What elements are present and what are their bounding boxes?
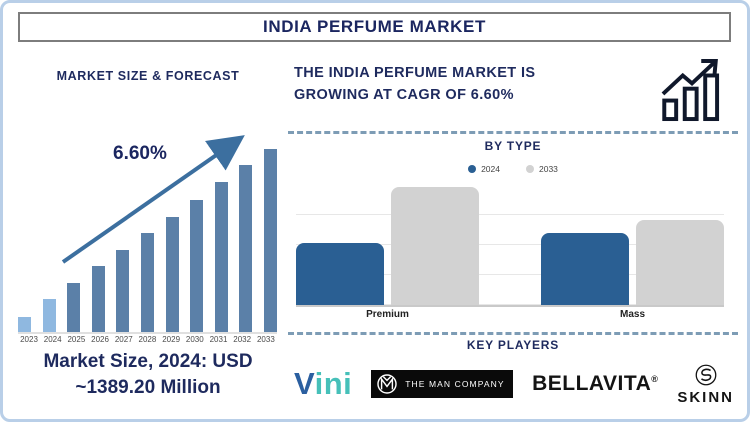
bytype-bar-mass-2024 xyxy=(541,233,629,305)
legend-item-2024: 2024 xyxy=(468,164,500,174)
forecast-column-2028 xyxy=(140,149,154,332)
legend-dot-2024 xyxy=(468,165,477,173)
forecast-heading: MARKET SIZE & FORECAST xyxy=(56,69,240,83)
forecast-column-2025 xyxy=(67,149,81,332)
forecast-column-2030 xyxy=(190,149,204,332)
forecast-bar-2030 xyxy=(190,200,204,332)
forecast-year-label-2027: 2027 xyxy=(114,335,133,344)
forecast-column-2029 xyxy=(165,149,179,332)
bytype-bar-mass-2033 xyxy=(636,219,724,305)
bytype-bar-premium-2033 xyxy=(391,187,479,305)
market-size-forecast-panel: MARKET SIZE & FORECAST 2023 2024 2025 2026 2… xyxy=(15,45,281,414)
forecast-bar-2032 xyxy=(239,165,253,332)
forecast-year-label-2029: 2029 xyxy=(162,335,181,344)
forecast-year-label-2024: 2024 xyxy=(43,335,62,344)
man-company-monogram-icon xyxy=(377,374,397,394)
forecast-year-label-2026: 2026 xyxy=(91,335,109,344)
forecast-chart xyxy=(18,149,277,334)
forecast-column-2032 xyxy=(239,149,253,332)
forecast-column-2023 xyxy=(18,149,31,332)
vini-logo: Vini xyxy=(294,366,353,401)
forecast-year-label-2030: 2030 xyxy=(185,335,204,344)
key-players-heading: KEY PLAYERS xyxy=(466,338,560,352)
right-panel: THE INDIA PERFUME MARKET IS GROWING AT C… xyxy=(288,45,738,414)
bytype-plot xyxy=(296,185,724,307)
forecast-column-2024 xyxy=(42,149,56,332)
forecast-bar-2028 xyxy=(140,233,154,332)
headline-line2: GROWING AT CAGR OF 6.60% xyxy=(294,86,514,103)
caption-line2: ~1389.20 Million xyxy=(75,376,221,398)
forecast-bar-2025 xyxy=(67,282,81,332)
forecast-bar-2027 xyxy=(116,249,130,332)
bytype-label-premium: Premium xyxy=(366,309,409,320)
forecast-bar-2023 xyxy=(18,317,31,332)
skinn-label: SKINN xyxy=(677,389,734,406)
cagr-headline: THE INDIA PERFUME MARKET IS GROWING AT C… xyxy=(294,63,535,107)
legend-item-2033: 2033 xyxy=(526,164,558,174)
bellavita-logo: BELLAVITA® xyxy=(532,372,658,396)
man-company-logo: THE MAN COMPANY xyxy=(371,370,514,398)
forecast-year-label-2023: 2023 xyxy=(20,335,38,344)
forecast-year-label-2031: 2031 xyxy=(209,335,228,344)
forecast-year-label-2025: 2025 xyxy=(67,335,86,344)
market-size-caption: Market Size, 2024: USD ~1389.20 Million xyxy=(15,349,281,400)
skinn-s-icon xyxy=(695,364,717,386)
bytype-labels: Premium Mass xyxy=(296,309,724,320)
bar-growth-icon xyxy=(661,58,720,122)
page-title: INDIA PERFUME MARKET xyxy=(263,17,486,36)
cagr-annotation: 6.60% xyxy=(113,143,167,164)
bytype-group-mass xyxy=(541,185,724,305)
forecast-column-2033 xyxy=(263,149,277,332)
forecast-bar-2029 xyxy=(165,216,179,332)
forecast-year-label-2032: 2032 xyxy=(233,335,252,344)
forecast-column-2031 xyxy=(214,149,228,332)
forecast-bar-2033 xyxy=(263,149,277,332)
forecast-year-label-2033: 2033 xyxy=(256,335,275,344)
headline-line1: THE INDIA PERFUME MARKET IS xyxy=(294,65,536,81)
bellavita-label: BELLAVITA xyxy=(532,372,652,395)
forecast-column-2027 xyxy=(116,149,130,332)
bytype-bar-premium-2024 xyxy=(296,242,384,305)
caption-line1: Market Size, 2024: USD xyxy=(43,351,253,372)
legend-label-2033: 2033 xyxy=(539,164,558,174)
forecast-years: 2023 2024 2025 2026 2027 2028 2029 2030 2031 2032… xyxy=(18,335,277,344)
bytype-heading: BY TYPE xyxy=(484,139,542,153)
bytype-group-premium xyxy=(296,185,479,305)
forecast-bar-2031 xyxy=(214,181,228,332)
divider-dashed-top xyxy=(288,131,738,134)
bytype-legend: 2024 2033 xyxy=(288,164,738,174)
forecast-bar-2026 xyxy=(91,266,105,332)
registered-mark: ® xyxy=(651,374,659,384)
divider-dashed-bottom xyxy=(288,332,738,335)
key-players-logos: Vini THE MAN COMPANY BELLAVITA® SKI xyxy=(294,355,734,413)
forecast-year-label-2028: 2028 xyxy=(138,335,157,344)
forecast-column-2026 xyxy=(91,149,105,332)
man-company-label: THE MAN COMPANY xyxy=(405,379,505,389)
legend-label-2024: 2024 xyxy=(481,164,500,174)
title-bar: INDIA PERFUME MARKET xyxy=(18,12,731,42)
legend-dot-2033 xyxy=(526,165,534,173)
skinn-logo: SKINN xyxy=(677,362,734,406)
bytype-label-mass: Mass xyxy=(619,309,645,320)
forecast-bar-2024 xyxy=(42,299,56,332)
